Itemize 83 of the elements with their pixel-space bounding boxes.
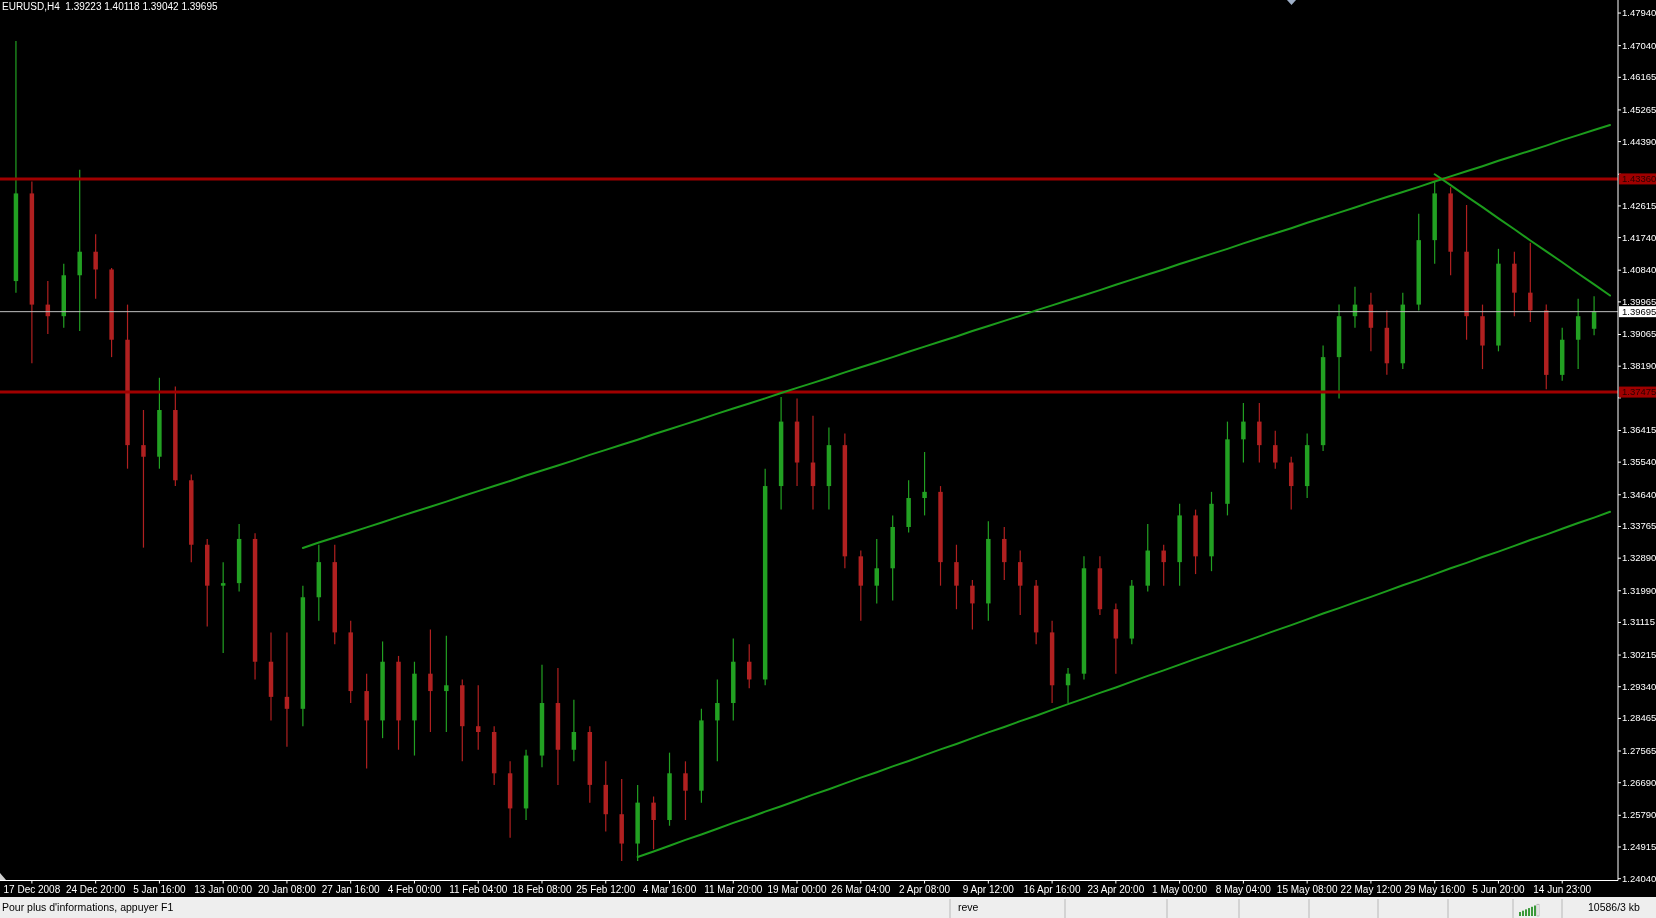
y-tick-label: 1.36415 (1622, 423, 1656, 435)
candlestick (444, 635, 449, 733)
y-tick-label: 1.25790 (1622, 808, 1656, 820)
candlestick (476, 684, 481, 751)
candlestick (1528, 242, 1533, 323)
y-tick-label: 1.39965 (1622, 295, 1656, 307)
y-tick-label: 1.39065 (1622, 328, 1656, 339)
y-tick-label: 1.34640 (1622, 488, 1656, 500)
x-tick-label: 11 Mar 20:00 (704, 883, 763, 895)
x-tick-label: 14 Jun 23:00 (1533, 883, 1592, 895)
x-tick-label: 1 May 00:00 (1152, 883, 1208, 895)
candlestick (1002, 526, 1007, 581)
y-tick-label: 1.42615 (1622, 199, 1656, 211)
candlestick (428, 628, 433, 733)
x-tick-label: 20 Jan 08:00 (258, 883, 317, 895)
x-tick-label: 23 Apr 20:00 (1087, 883, 1145, 895)
candlestick (683, 760, 688, 821)
x-tick-label: 9 Apr 12:00 (962, 883, 1015, 895)
candlestick (220, 561, 226, 654)
y-tick-label: 1.24915 (1622, 840, 1656, 852)
candlestick (93, 233, 98, 300)
y-tick-label: 1.24040 (1622, 872, 1656, 884)
candlestick (970, 579, 975, 631)
x-tick-label: 2 Apr 08:00 (898, 883, 951, 895)
candlestick (1273, 430, 1278, 470)
candlestick (922, 451, 927, 517)
candlestick (77, 169, 82, 332)
x-tick-label: 18 Feb 08:00 (512, 883, 572, 895)
ref-line-label: 1.43360 (1622, 172, 1656, 184)
candlestick (715, 678, 720, 762)
candlestick (1241, 402, 1246, 464)
x-tick-label: 27 Jan 16:00 (321, 883, 381, 895)
line-series (636, 510, 1612, 858)
x-tick-label: 5 Jan 16:00 (133, 883, 186, 895)
y-tick-label: 1.32890 (1622, 551, 1656, 563)
y-tick-label: 1.30215 (1622, 648, 1656, 660)
y-tick-label: 1.47940 (1622, 6, 1656, 18)
y-tick-label: 1.35540 (1622, 455, 1656, 467)
x-tick-label: 15 May 08:00 (1276, 883, 1338, 895)
x-tick-label: 4 Mar 16:00 (642, 883, 697, 895)
text: Pour plus d'informations, appuyer F1 (2, 900, 174, 913)
text: reve (958, 900, 979, 913)
x-tick-label: 13 Jan 00:00 (194, 883, 253, 895)
y-tick-label: 1.29340 (1622, 680, 1656, 692)
ref-line-label: 1.37475 (1622, 385, 1656, 397)
candlestick (284, 631, 290, 748)
candlestick (1017, 549, 1023, 616)
x-tick-label: 24 Dec 20:00 (65, 883, 126, 895)
candlestick (874, 538, 879, 605)
candlestick (651, 795, 656, 850)
y-tick-label: 1.38190 (1622, 359, 1656, 371)
x-tick-label: 5 Jun 20:00 (1472, 883, 1526, 895)
y-tick-label: 1.27565 (1622, 744, 1656, 756)
x-tick-label: 26 Mar 04:00 (831, 883, 891, 895)
x-tick-label: 4 Feb 00:00 (387, 883, 442, 895)
y-tick-label: 1.33765 (1622, 519, 1656, 531)
candlestick (954, 544, 959, 610)
x-tick-label: 16 Apr 16:00 (1023, 883, 1081, 895)
y-tick-label: 1.46165 (1622, 70, 1656, 82)
y-tick-label: 1.44390 (1622, 135, 1656, 147)
text: 10586/3 kb (1588, 900, 1641, 913)
x-tick-label: 17 Dec 2008 (3, 883, 61, 895)
x-tick-label: 29 May 16:00 (1404, 883, 1466, 895)
y-tick-label: 1.45265 (1622, 103, 1656, 115)
y-tick-label: 1.40840 (1622, 263, 1656, 275)
y-tick-label: 1.28465 (1622, 711, 1656, 723)
candlestick (571, 699, 577, 762)
x-tick-label: 19 Mar 00:00 (767, 883, 827, 895)
candlestick (1161, 544, 1166, 587)
candlestick (141, 409, 146, 549)
y-tick-label: 1.31115 (1622, 615, 1655, 627)
y-tick-label: 1.31990 (1622, 584, 1656, 596)
y-tick-label: 1.41740 (1622, 231, 1656, 243)
x-tick-label: 25 Feb 12:00 (576, 883, 636, 895)
candlestick (1257, 402, 1262, 464)
x-tick-label: 22 May 12:00 (1340, 883, 1402, 895)
x-tick-label: 8 May 04:00 (1215, 883, 1272, 895)
ref-line-label: 1.39695 (1622, 305, 1656, 317)
y-tick-label: 1.26690 (1622, 776, 1656, 788)
chart-title: EURUSD,H4 1.39223 1.40118 1.39042 1.39695 (2, 0, 218, 12)
y-tick-label: 1.47040 (1622, 39, 1656, 51)
x-tick-label: 11 Feb 04:00 (449, 883, 508, 895)
candlestick (1575, 298, 1581, 370)
